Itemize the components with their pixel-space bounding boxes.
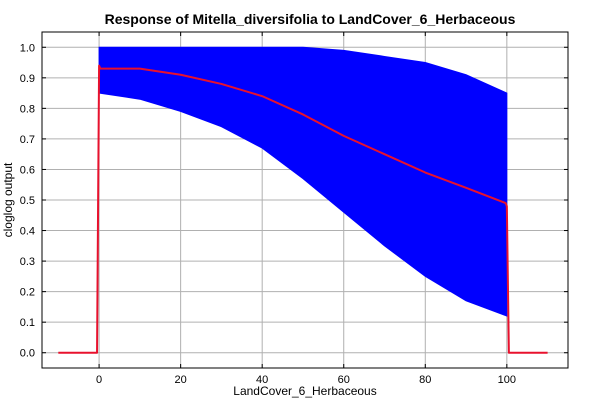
y-axis-ticks: 0.0 0.1 0.2 0.3 0.4 0.5 0.6 0.7 0.8 0.9 1.0 [20,42,568,360]
y-tick-label: 0.3 [20,256,35,268]
y-axis-label: cloglog output [1,162,15,237]
y-tick-label: 0.6 [20,164,35,176]
y-tick-label: 0.8 [20,103,35,115]
chart-title: Response of Mitella_diversifolia to Land… [105,11,516,27]
x-tick-label: 80 [419,374,431,386]
x-tick-label: 100 [498,374,516,386]
x-axis-label: LandCover_6_Herbaceous [233,384,376,398]
x-tick-label: 20 [175,374,187,386]
y-tick-label: 0.4 [20,226,35,238]
y-tick-label: 0.2 [20,287,35,299]
mean-response-path [58,64,548,354]
y-tick-label: 1.0 [20,42,35,54]
x-tick-label: 40 [256,374,268,386]
y-tick-label: 0.1 [20,317,35,329]
x-tick-label: 60 [338,374,350,386]
confidence-band [98,46,508,317]
x-tick-label: 0 [96,374,102,386]
x-axis-ticks: 0 20 40 60 80 100 [96,32,516,386]
y-tick-label: 0.7 [20,134,35,146]
y-tick-label: 0.9 [20,73,35,85]
confidence-band-area [98,46,508,317]
y-tick-label: 0.0 [20,348,35,360]
mean-response-line [58,64,548,354]
y-tick-label: 0.5 [20,195,35,207]
